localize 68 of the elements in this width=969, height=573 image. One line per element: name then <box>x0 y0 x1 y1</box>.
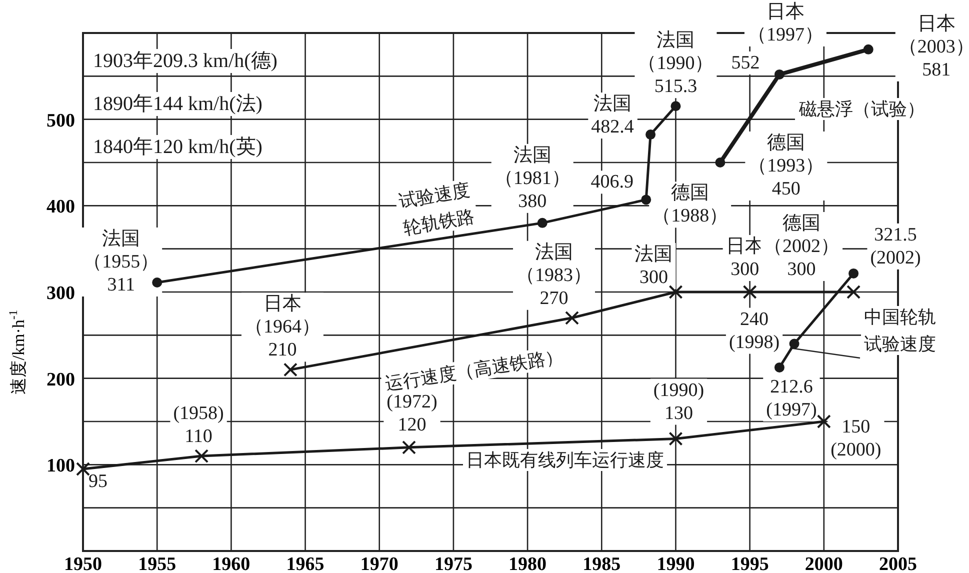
x-tick-label: 1975 <box>434 554 472 573</box>
annotation: 240(1998) <box>728 308 780 353</box>
x-tick-label: 1980 <box>508 554 547 573</box>
point <box>668 432 683 446</box>
point <box>670 101 681 112</box>
x-tick-label: 2000 <box>804 554 843 573</box>
point <box>774 362 784 372</box>
x-tick-label: 1950 <box>64 554 102 573</box>
point <box>537 218 548 228</box>
point <box>283 362 298 377</box>
series-label: 磁悬浮（试验） <box>798 99 925 119</box>
point <box>152 278 162 288</box>
point <box>194 449 209 464</box>
annotation: 法国（1983）270 <box>516 242 592 309</box>
point <box>816 414 831 428</box>
point <box>774 69 784 80</box>
annotation: 法国482.4 <box>591 94 634 138</box>
x-tick-label: 1995 <box>730 554 769 573</box>
point <box>402 440 416 454</box>
series-label: 中国轮轨试验速度 <box>864 307 936 354</box>
annotation: 法国300 <box>634 244 673 288</box>
annotation: 法国（1990）515.3 <box>638 30 714 98</box>
y-tick-label: 100 <box>46 456 75 477</box>
series-label: 日本既有线列车运行速度 <box>466 450 664 470</box>
point <box>789 338 800 349</box>
annotation: 法国（1981）380 <box>494 144 570 212</box>
y-tick-label: 500 <box>46 110 75 132</box>
annotation: 日本（2003）581 <box>898 13 969 80</box>
annotation: (1958)110 <box>173 403 224 448</box>
annotation: 德国（1988） <box>652 182 728 227</box>
y-tick-label: 300 <box>46 283 75 304</box>
y-tick-label: 200 <box>46 369 75 390</box>
point <box>668 285 683 299</box>
x-tick-label: 1990 <box>656 554 695 573</box>
x-tick-label: 1955 <box>138 554 176 573</box>
annotation: 95 <box>88 470 108 492</box>
annotation: 法国（1955）311 <box>83 228 160 296</box>
annotation: 德国（2002）300 <box>764 213 840 280</box>
y-tick-label: 400 <box>46 196 75 218</box>
annotation: (1972)120 <box>386 391 438 436</box>
point <box>641 194 652 205</box>
point <box>565 310 579 325</box>
annotation: 德国（1993）450 <box>748 132 824 200</box>
annotation: 1890年144 km/h(法) <box>93 93 262 115</box>
annotation: 212.6(1997) <box>766 376 817 420</box>
point <box>76 462 90 476</box>
annotation: 406.9 <box>590 172 634 193</box>
text: 试验速度轮轨铁路 <box>397 179 476 238</box>
annotation: 1903年209.3 km/h(德) <box>93 50 278 72</box>
annotation: 日本300 <box>726 236 764 280</box>
annotation: 150(2000) <box>830 416 882 460</box>
annotation: 321.5(2002) <box>870 224 921 268</box>
point <box>846 285 861 299</box>
x-tick-label: 1965 <box>286 554 324 573</box>
x-tick-label: 1960 <box>212 554 250 573</box>
point <box>863 44 874 54</box>
x-tick-label: 1970 <box>360 554 398 573</box>
point <box>715 158 726 168</box>
annotation: 552 <box>731 52 760 74</box>
annotation: 日本（1964）210 <box>244 294 320 361</box>
point <box>848 268 859 278</box>
x-tick-label: 2005 <box>879 554 917 573</box>
annotation: 1840年120 km/h(英) <box>93 136 262 158</box>
point <box>742 285 757 299</box>
annotation: 日本（1997） <box>747 1 824 46</box>
x-tick-label: 1985 <box>582 554 621 573</box>
annotation: (1990)130 <box>653 380 704 424</box>
point <box>646 130 656 140</box>
